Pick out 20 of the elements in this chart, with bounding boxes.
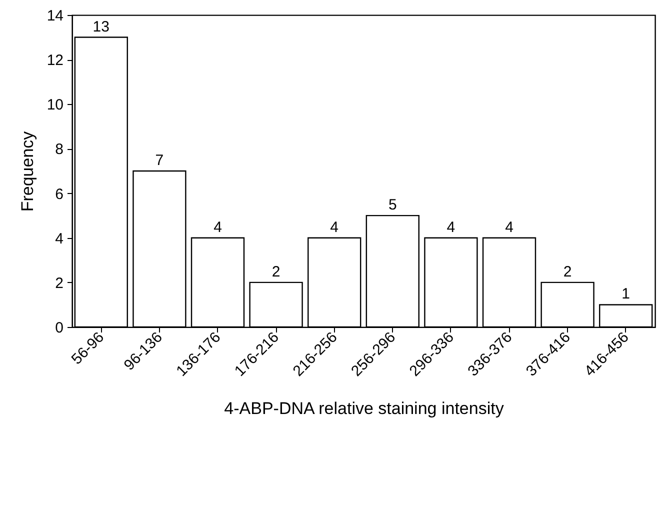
- y-tick-label: 4: [55, 230, 64, 248]
- data-label: 2: [272, 263, 280, 280]
- y-tick-label: 2: [55, 274, 64, 292]
- data-label: 4: [330, 218, 339, 236]
- y-tick-label: 14: [46, 8, 64, 24]
- y-tick-label: 8: [55, 141, 64, 158]
- data-label: 4: [214, 218, 222, 236]
- x-axis-title: 4-ABP-DNA relative staining intensity: [224, 399, 504, 418]
- y-tick-label: 6: [55, 186, 64, 203]
- y-tick-label: 12: [46, 52, 64, 70]
- data-label: 5: [388, 196, 397, 214]
- y-axis-title: Frequency: [18, 130, 37, 212]
- data-label: 7: [155, 152, 164, 169]
- y-tick-label: 0: [55, 320, 64, 336]
- data-label: 4: [505, 218, 514, 236]
- data-label: 13: [92, 18, 110, 36]
- data-label: 2: [563, 263, 572, 280]
- data-label: 4: [446, 218, 456, 236]
- y-tick-label: 10: [46, 96, 64, 114]
- data-label: 1: [622, 286, 630, 303]
